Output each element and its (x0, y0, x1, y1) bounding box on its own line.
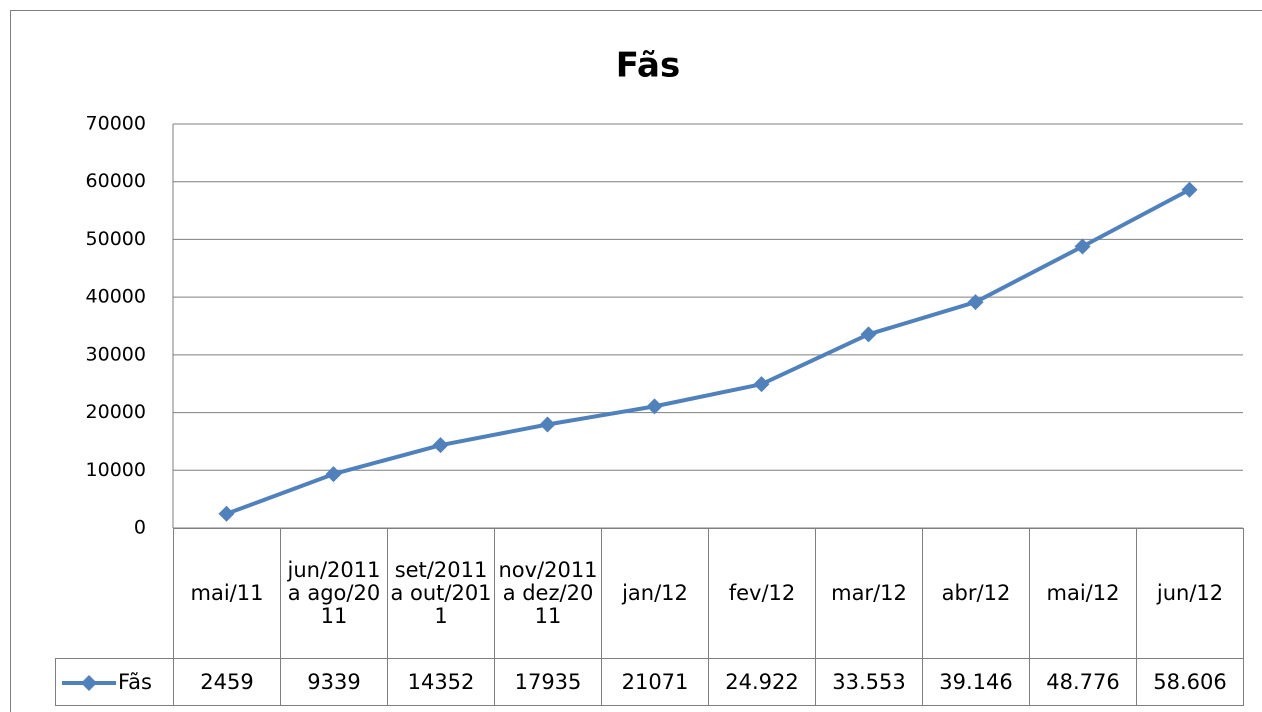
y-tick-label: 70000 (86, 113, 146, 135)
x-tick-label: abr/12 (922, 528, 1030, 659)
data-label: 24.922 (708, 658, 816, 706)
data-label: 17935 (494, 658, 602, 706)
x-tick-label: set/2011 a out/2011 (387, 528, 495, 659)
point-marker (218, 505, 235, 522)
legend-swatch (62, 674, 116, 691)
data-label: 21071 (601, 658, 709, 706)
y-tick-label: 30000 (86, 343, 146, 365)
y-tick-label: 0 (134, 517, 146, 539)
y-tick-label: 60000 (86, 170, 146, 192)
x-tick-label: fev/12 (708, 528, 816, 659)
legend-cell: Fãs (55, 658, 174, 706)
y-tick-label: 40000 (86, 286, 146, 308)
y-tick-label: 50000 (86, 228, 146, 250)
point-marker (1074, 238, 1091, 255)
point-marker (432, 437, 449, 454)
point-marker (753, 376, 770, 393)
chart-border (10, 10, 1262, 712)
point-marker (1181, 181, 1198, 198)
x-tick-label: mai/11 (173, 528, 281, 659)
y-tick-label: 20000 (86, 401, 146, 423)
x-tick-label: nov/2011 a dez/2011 (494, 528, 602, 659)
data-label: 33.553 (815, 658, 923, 706)
x-tick-label: jun/2011 a ago/2011 (280, 528, 388, 659)
point-marker (967, 294, 984, 311)
point-marker (646, 398, 663, 415)
x-tick-label: mar/12 (815, 528, 923, 659)
legend-label: Fãs (118, 669, 152, 694)
y-tick-label: 10000 (86, 459, 146, 481)
data-label: 58.606 (1136, 658, 1244, 706)
point-marker (325, 466, 342, 483)
x-tick-label: jan/12 (601, 528, 709, 659)
point-marker (860, 326, 877, 343)
data-label: 48.776 (1029, 658, 1137, 706)
data-label: 9339 (280, 658, 388, 706)
point-marker (539, 416, 556, 433)
data-label: 39.146 (922, 658, 1030, 706)
x-tick-label: mai/12 (1029, 528, 1137, 659)
data-label: 14352 (387, 658, 495, 706)
x-tick-label: jun/12 (1136, 528, 1244, 659)
chart-title: Fãs (616, 46, 680, 86)
value-row: Fãs 2459 9339 14352 17935 21071 24.922 33.553 39… (55, 658, 1244, 706)
data-label: 2459 (173, 658, 281, 706)
legend-marker (81, 674, 97, 691)
category-row: mai/11 jun/2011 a ago/2011 set/2011 a out/… (56, 528, 1244, 659)
data-table: mai/11 jun/2011 a ago/2011 set/2011 a out/… (55, 528, 1244, 706)
series-line (225, 187, 1191, 516)
blank-cell (56, 529, 174, 659)
